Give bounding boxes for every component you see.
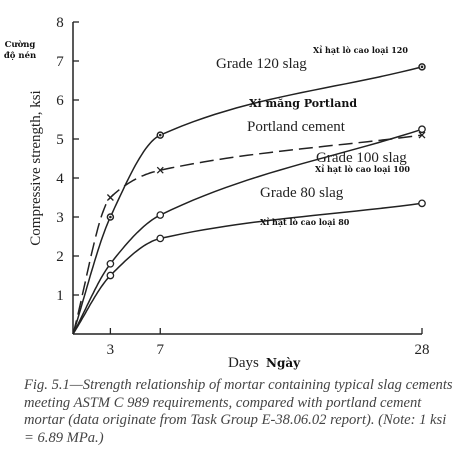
x-axis-label-vi: Ngày	[266, 356, 301, 370]
series-label-2: Grade 100 slag	[316, 150, 407, 166]
series-label-vi-2: Xỉ hạt lò cao loại 100	[315, 164, 410, 174]
data-point	[106, 259, 115, 268]
data-point-center	[420, 65, 424, 69]
data-point	[156, 166, 164, 174]
y-tick-label: 4	[56, 171, 64, 187]
data-point	[156, 211, 165, 219]
labels: Grade 120 slag Portland cement Grade 100 s…	[216, 45, 410, 227]
series-line-2	[72, 128, 423, 335]
y-axis-label: Compressive strength, ksi	[28, 90, 44, 245]
y-tick-label: 2	[56, 249, 64, 265]
x-tick-label: 28	[415, 342, 430, 358]
x-axis-label: Days	[228, 355, 259, 371]
x-tick-label: 3	[107, 342, 115, 358]
curves	[72, 66, 423, 335]
series-line-3	[72, 202, 423, 335]
figure-caption: Fig. 5.1—Strength relationship of mortar…	[24, 377, 453, 446]
series-label-0: Grade 120 slag	[216, 56, 307, 72]
y-tick-label: 6	[56, 93, 64, 109]
data-point-center	[109, 215, 112, 219]
data-point	[106, 271, 115, 280]
y-tick-label: 7	[56, 54, 64, 70]
x-tick-label: 7	[157, 342, 165, 358]
data-point	[418, 125, 426, 134]
series-line-1	[72, 134, 423, 335]
series-label-3: Grade 80 slag	[260, 185, 344, 201]
y-axis-label-vi-line2: độ nén	[4, 50, 36, 61]
series-line-0	[72, 66, 423, 335]
data-point	[106, 194, 114, 201]
series-label-1: Portland cement	[247, 119, 346, 135]
y-axis-label-vi-line1: Cường	[5, 39, 36, 50]
y-tick-label: 3	[56, 210, 64, 226]
y-tick-label: 8	[56, 15, 64, 31]
y-tick-label: 5	[56, 132, 64, 148]
axes: 1 2 3 4 5 6 7 8 3 7 28 Compressive strength, ksi Cườ…	[4, 15, 430, 371]
strength-chart: 1 2 3 4 5 6 7 8 3 7 28 Compressive strength, ksi Cườ…	[4, 15, 430, 371]
data-point	[156, 234, 165, 243]
data-point	[418, 199, 426, 208]
series-label-vi-0: Xỉ hạt lò cao loại 120	[313, 45, 408, 55]
data-point	[418, 131, 426, 139]
series-label-vi-1: Xi măng Portland	[249, 97, 357, 110]
data-point-center	[158, 133, 162, 137]
markers	[106, 63, 426, 280]
y-tick-label: 1	[56, 288, 64, 304]
series-label-vi-3: Xỉ hạt lò cao loại 80	[260, 217, 350, 227]
